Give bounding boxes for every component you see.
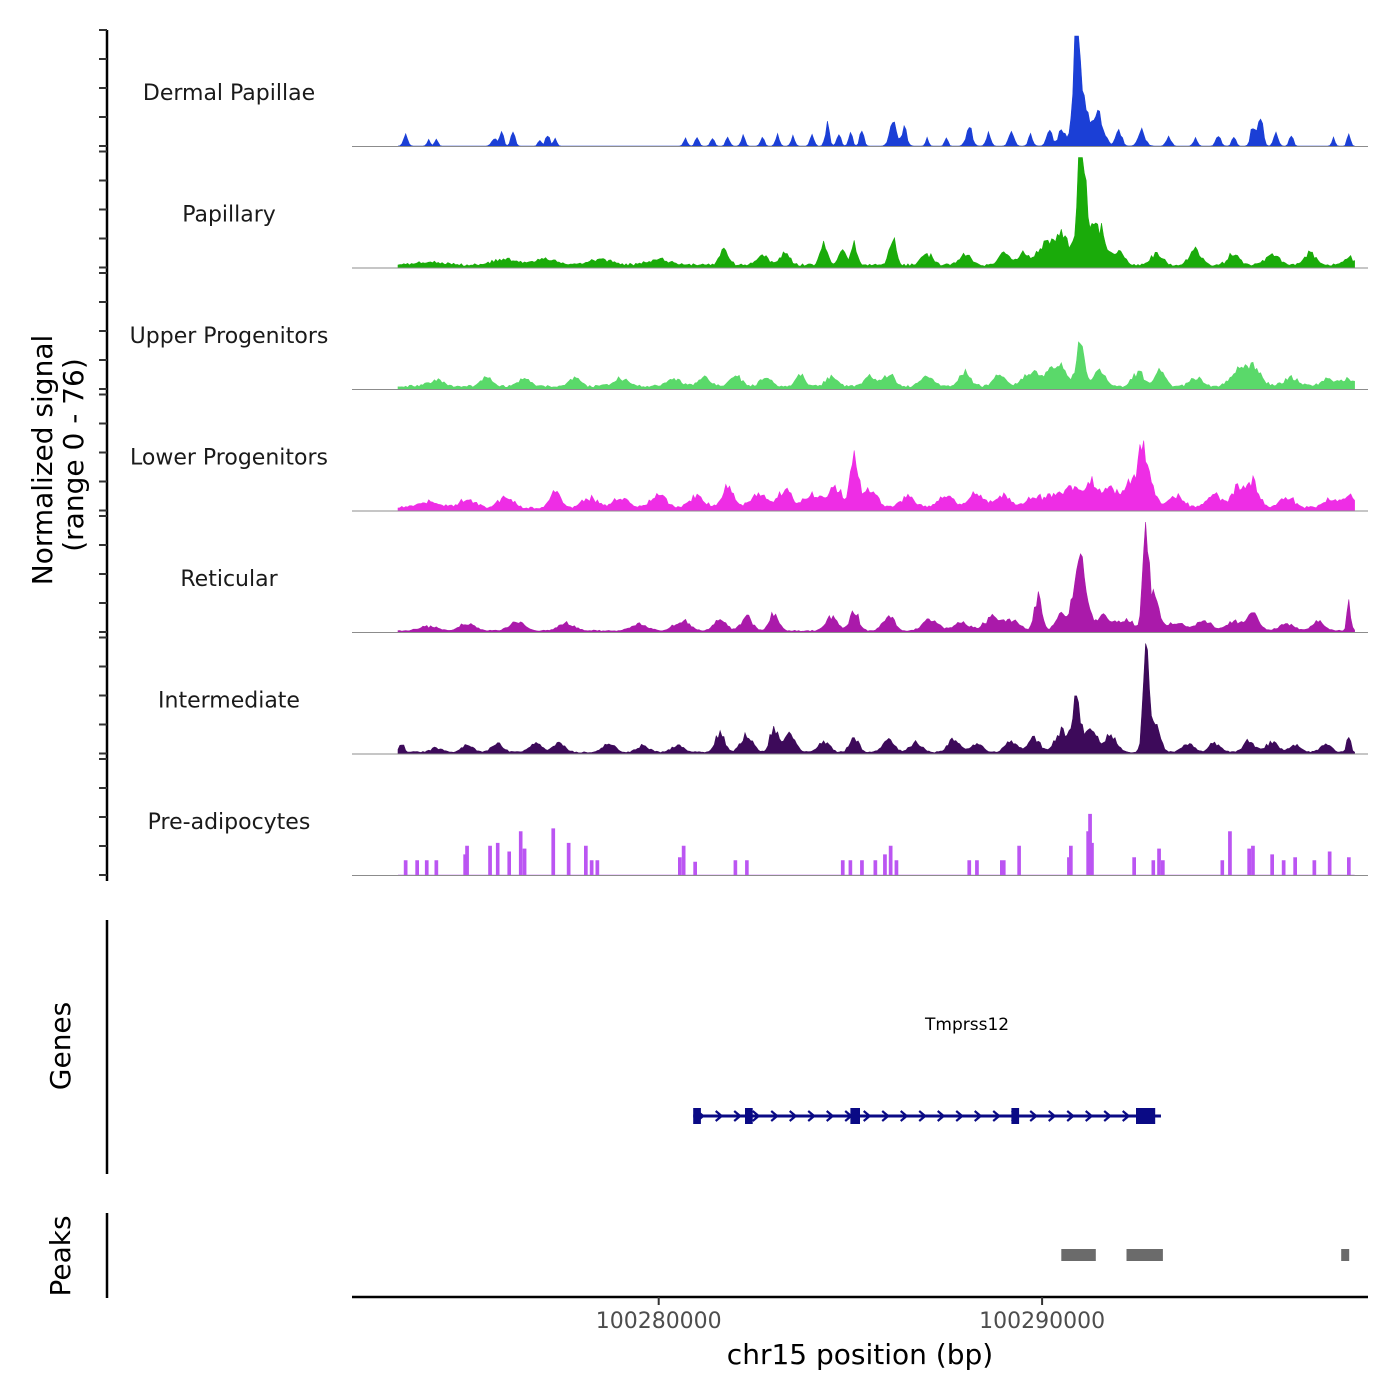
signal-area [397,157,1355,268]
strand-arrow-icon [770,1110,779,1122]
peak-region [1061,1249,1096,1261]
signal-area [397,643,1355,754]
exon [1136,1108,1156,1124]
signal-area [397,440,1355,511]
peak-region [1126,1249,1163,1261]
coverage-tracks: Dermal Papillae Papillary Upper Progenitor… [130,35,1368,876]
exon [850,1108,860,1124]
track-label: Pre-adipocytes [148,810,311,835]
y-axis-range-label: (range 0 - 76) [57,358,90,552]
strand-arrow-icon [992,1110,1001,1122]
strand-arrow-icon [918,1110,927,1122]
signal-area [397,521,1355,633]
x-tick-label: 100290000 [979,1309,1105,1334]
exon [1011,1108,1020,1124]
peaks-track-title: Peaks [44,1215,77,1296]
strand-arrow-icon [973,1110,983,1122]
y-axis-title: Normalized signal [26,335,59,586]
strand-arrow-icon [1103,1110,1112,1122]
exon [693,1108,701,1124]
gene-label: Tmprss12 [924,1015,1009,1035]
strand-arrow-icon [955,1110,964,1122]
strand-arrow-icon [1029,1110,1038,1122]
strand-arrow-icon [1121,1110,1131,1122]
genes-track-title: Genes [44,1002,77,1090]
signal-area [397,341,1355,390]
strand-arrow-icon [862,1110,872,1122]
strand-arrow-icon [751,1110,761,1122]
x-tick-label: 100280000 [596,1309,722,1334]
track-label: Upper Progenitors [130,324,329,349]
strand-arrow-icon [936,1110,946,1122]
track-label: Dermal Papillae [143,81,315,106]
strand-arrow-icon [1084,1110,1094,1122]
track-label: Papillary [182,203,276,228]
track-label: Reticular [180,567,278,592]
x-axis: 100280000 100290000 [352,1295,1368,1334]
gene-track: Tmprss12 [105,920,1161,1174]
strand-arrow-icon [1066,1110,1075,1122]
strand-arrow-icon [825,1110,835,1122]
strand-arrow-icon [788,1110,798,1122]
track-papillary: Papillary [182,157,1368,269]
gene-model: Tmprss12 [693,1015,1161,1124]
peak-region [1341,1249,1350,1261]
track-label: Intermediate [158,689,300,714]
strand-arrow-icon [807,1110,816,1122]
x-axis-title: chr15 position (bp) [727,1338,993,1371]
y-axis [99,29,109,881]
track-pre-adipocytes: Pre-adipocytes [148,810,1368,876]
track-lower-progenitors: Lower Progenitors [130,440,1368,512]
track-dermal-papillae: Dermal Papillae [143,35,1368,147]
track-reticular: Reticular [180,521,1368,633]
strand-arrow-icon [1047,1110,1057,1122]
track-label: Lower Progenitors [130,446,328,471]
strand-arrow-icon [714,1110,724,1122]
track-intermediate: Intermediate [158,643,1368,755]
exon [745,1108,753,1124]
strand-arrow-icon [881,1110,890,1122]
peaks-track [105,1213,1350,1298]
track-upper-progenitors: Upper Progenitors [130,324,1368,390]
strand-arrow-icon [899,1110,909,1122]
strand-arrow-icon [733,1110,742,1122]
